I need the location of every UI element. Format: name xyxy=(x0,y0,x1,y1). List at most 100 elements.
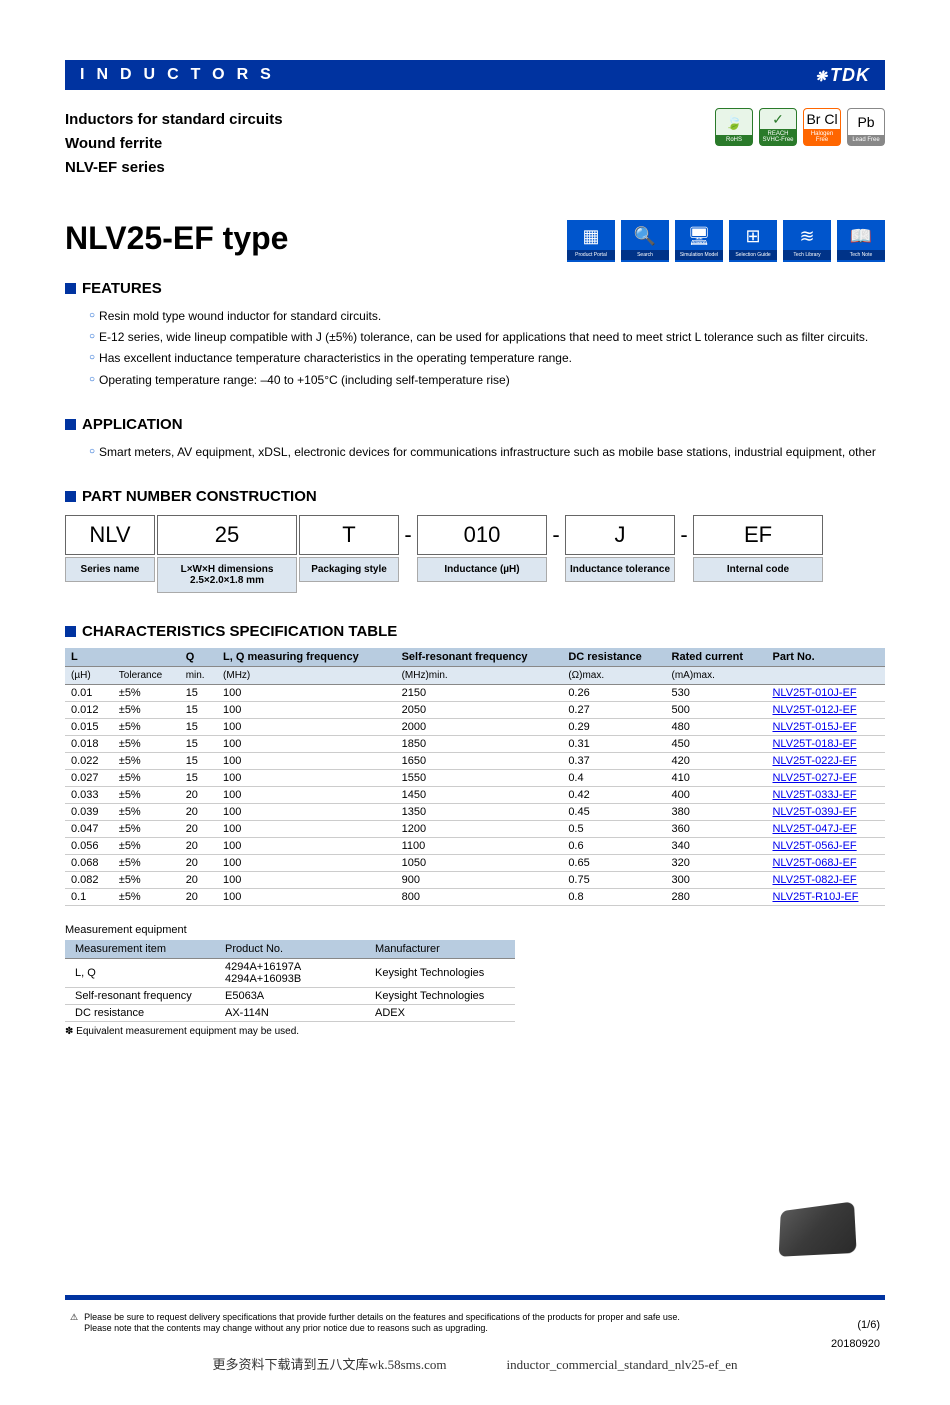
warning-icon: ⚠ xyxy=(70,1312,78,1335)
table-cell: 0.047 xyxy=(65,820,113,837)
table-cell: 280 xyxy=(666,888,767,905)
partnumber-label: Inductance tolerance xyxy=(565,557,675,582)
portal-icon-link[interactable]: 📖Tech Note xyxy=(837,220,885,262)
table-cell: 100 xyxy=(217,888,396,905)
table-cell: 15 xyxy=(180,735,217,752)
partnumber-label: Internal code xyxy=(693,557,823,582)
portal-icon-link[interactable]: 🖥Simulation Model xyxy=(675,220,723,262)
table-row: 0.022±5%1510016500.37420NLV25T-022J-EF xyxy=(65,752,885,769)
table-cell: 100 xyxy=(217,820,396,837)
table-cell: ADEX xyxy=(365,1004,515,1021)
table-cell: 1050 xyxy=(396,854,563,871)
table-cell: 480 xyxy=(666,718,767,735)
partnumber-label: Inductance (µH) xyxy=(417,557,547,582)
table-cell: 2000 xyxy=(396,718,563,735)
table-cell: 0.6 xyxy=(562,837,665,854)
portal-icon-link[interactable]: 🔍Search xyxy=(621,220,669,262)
partno-link[interactable]: NLV25T-039J-EF xyxy=(766,803,885,820)
watermark: 更多资料下载请到五八文库wk.58sms.cominductor_commerc… xyxy=(0,1354,950,1373)
compliance-badge: 🍃RoHS xyxy=(715,108,753,146)
portal-icon-link[interactable]: ⊞Selection Guide xyxy=(729,220,777,262)
table-row: 0.018±5%1510018500.31450NLV25T-018J-EF xyxy=(65,735,885,752)
partno-link[interactable]: NLV25T-027J-EF xyxy=(766,769,885,786)
table-row: 0.082±5%201009000.75300NLV25T-082J-EF xyxy=(65,871,885,888)
table-cell: ±5% xyxy=(113,701,180,718)
table-cell: 1850 xyxy=(396,735,563,752)
partno-link[interactable]: NLV25T-022J-EF xyxy=(766,752,885,769)
partno-link[interactable]: NLV25T-033J-EF xyxy=(766,786,885,803)
partno-link[interactable]: NLV25T-068J-EF xyxy=(766,854,885,871)
table-cell: 0.65 xyxy=(562,854,665,871)
portal-icon-link[interactable]: ≋Tech Library xyxy=(783,220,831,262)
partnumber-label: Series name xyxy=(65,557,155,582)
tdk-logo: TDK xyxy=(815,65,870,86)
table-cell: ±5% xyxy=(113,803,180,820)
table-cell: 0.056 xyxy=(65,837,113,854)
partnumber-code: NLV xyxy=(65,515,155,555)
table-cell: 15 xyxy=(180,769,217,786)
table-cell: 0.37 xyxy=(562,752,665,769)
partno-link[interactable]: NLV25T-012J-EF xyxy=(766,701,885,718)
partno-link[interactable]: NLV25T-082J-EF xyxy=(766,871,885,888)
measurement-note: ✽ Equivalent measurement equipment may b… xyxy=(65,1026,885,1037)
partno-link[interactable]: NLV25T-R10J-EF xyxy=(766,888,885,905)
table-cell: 0.015 xyxy=(65,718,113,735)
footer-date: 20180920 xyxy=(831,1338,880,1350)
table-cell: 100 xyxy=(217,718,396,735)
table-cell: 0.012 xyxy=(65,701,113,718)
table-cell: 410 xyxy=(666,769,767,786)
partnumber-code: EF xyxy=(693,515,823,555)
table-cell: 0.27 xyxy=(562,701,665,718)
table-row: 0.039±5%2010013500.45380NLV25T-039J-EF xyxy=(65,803,885,820)
table-cell: 1550 xyxy=(396,769,563,786)
table-cell: ±5% xyxy=(113,888,180,905)
table-cell: 450 xyxy=(666,735,767,752)
subtitle-line: Wound ferrite xyxy=(65,132,283,156)
partno-link[interactable]: NLV25T-010J-EF xyxy=(766,684,885,701)
header-title: INDUCTORS xyxy=(80,66,283,84)
table-cell: ±5% xyxy=(113,786,180,803)
table-cell: 0.31 xyxy=(562,735,665,752)
table-row: DC resistanceAX-114NADEX xyxy=(65,1004,515,1021)
partno-link[interactable]: NLV25T-056J-EF xyxy=(766,837,885,854)
table-cell: 100 xyxy=(217,684,396,701)
table-cell: 900 xyxy=(396,871,563,888)
partnumber-label: Packaging style xyxy=(299,557,399,582)
list-item: Operating temperature range: –40 to +105… xyxy=(89,371,885,390)
table-header-sub: (Ω)max. xyxy=(562,666,665,684)
table-cell: 340 xyxy=(666,837,767,854)
table-header-sub: (MHz) xyxy=(217,666,396,684)
table-cell: 20 xyxy=(180,820,217,837)
table-cell: 0.29 xyxy=(562,718,665,735)
table-cell: 20 xyxy=(180,803,217,820)
badge-row: 🍃RoHS✓REACH SVHC-FreeBr ClHalogen FreePb… xyxy=(715,108,885,146)
partno-link[interactable]: NLV25T-015J-EF xyxy=(766,718,885,735)
product-image xyxy=(775,1205,860,1265)
table-cell: 0.068 xyxy=(65,854,113,871)
table-cell: 400 xyxy=(666,786,767,803)
subtitle-line: NLV-EF series xyxy=(65,156,283,180)
partno-link[interactable]: NLV25T-047J-EF xyxy=(766,820,885,837)
table-cell: 100 xyxy=(217,786,396,803)
table-header: Q xyxy=(180,648,217,667)
table-cell: 500 xyxy=(666,701,767,718)
table-cell: L, Q xyxy=(65,958,215,987)
table-cell: ±5% xyxy=(113,871,180,888)
table-header: Part No. xyxy=(766,648,885,667)
table-cell: 20 xyxy=(180,888,217,905)
table-cell: 0.42 xyxy=(562,786,665,803)
table-row: L, Q4294A+16197A4294A+16093BKeysight Tec… xyxy=(65,958,515,987)
table-header: Product No. xyxy=(215,940,365,959)
list-item: Resin mold type wound inductor for stand… xyxy=(89,307,885,326)
table-cell: 100 xyxy=(217,854,396,871)
table-header-sub: (MHz)min. xyxy=(396,666,563,684)
partno-link[interactable]: NLV25T-018J-EF xyxy=(766,735,885,752)
table-cell: ±5% xyxy=(113,769,180,786)
table-header: Self-resonant frequency xyxy=(396,648,563,667)
table-cell: 530 xyxy=(666,684,767,701)
table-cell: 0.75 xyxy=(562,871,665,888)
table-cell: 100 xyxy=(217,871,396,888)
table-cell: 1200 xyxy=(396,820,563,837)
section-features-head: FEATURES xyxy=(65,280,885,297)
portal-icon-link[interactable]: ▦Product Portal xyxy=(567,220,615,262)
